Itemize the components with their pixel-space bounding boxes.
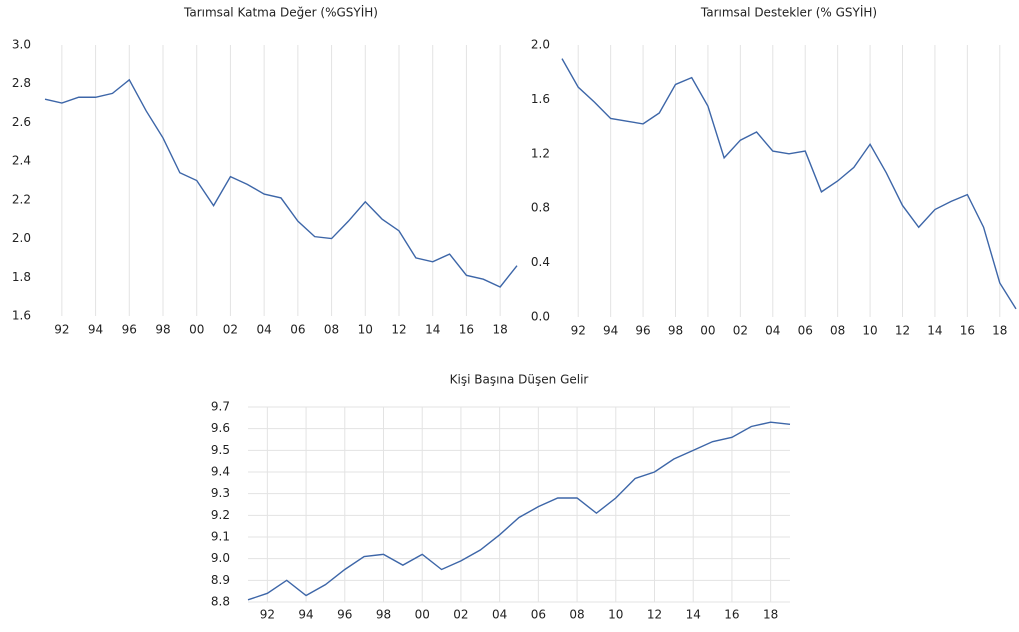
y-tick-label: 9.0	[211, 551, 230, 565]
x-tick-label: 06	[531, 608, 546, 622]
x-tick-label: 98	[376, 608, 391, 622]
x-tick-label: 00	[700, 324, 715, 338]
x-tick-label: 00	[189, 323, 204, 337]
x-tick-label: 94	[603, 324, 618, 338]
y-tick-label: 9.7	[211, 400, 230, 414]
line	[247, 421, 791, 601]
chart-title: Kişi Başına Düşen Gelir	[450, 373, 589, 387]
x-tick-label: 12	[647, 608, 662, 622]
y-tick-label: 1.2	[531, 146, 550, 160]
y-tick-label: 9.2	[211, 508, 230, 522]
y-tick-label: 0.8	[531, 201, 550, 215]
x-tick-label: 96	[635, 324, 650, 338]
y-tick-label: 9.1	[211, 530, 230, 544]
x-tick-label: 02	[733, 324, 748, 338]
x-tick-label: 96	[337, 608, 352, 622]
x-tick-label: 02	[223, 323, 238, 337]
y-tick-label: 2.8	[12, 76, 31, 90]
x-tick-label: 98	[155, 323, 170, 337]
x-tick-label: 16	[960, 324, 975, 338]
x-tick-label: 10	[608, 608, 623, 622]
x-tick-label: 14	[927, 324, 942, 338]
chart-title: Tarımsal Destekler (% GSYİH)	[700, 5, 877, 20]
x-tick-label: 02	[453, 608, 468, 622]
x-tick-label: 06	[798, 324, 813, 338]
line	[561, 58, 1017, 310]
x-tick-label: 96	[122, 323, 137, 337]
x-tick-label: 92	[571, 324, 586, 338]
y-tick-label: 8.9	[211, 573, 230, 587]
y-tick-label: 2.6	[12, 115, 31, 129]
x-tick-label: 16	[724, 608, 739, 622]
y-tick-label: 9.3	[211, 486, 230, 500]
x-tick-label: 18	[992, 324, 1007, 338]
y-tick-label: 3.0	[12, 38, 31, 52]
y-tick-label: 8.8	[211, 595, 230, 609]
x-tick-label: 18	[763, 608, 778, 622]
x-tick-label: 14	[425, 323, 440, 337]
y-tick-label: 2.0	[12, 231, 31, 245]
x-tick-label: 06	[290, 323, 305, 337]
x-tick-label: 00	[415, 608, 430, 622]
y-tick-label: 2.2	[12, 192, 31, 206]
x-tick-label: 08	[569, 608, 584, 622]
y-tick-label: 1.6	[531, 92, 550, 106]
x-tick-label: 10	[862, 324, 877, 338]
y-tick-label: 9.4	[211, 465, 230, 479]
x-tick-label: 04	[257, 323, 272, 337]
x-tick-label: 14	[686, 608, 701, 622]
y-tick-label: 2.4	[12, 154, 31, 168]
y-tick-label: 9.5	[211, 443, 230, 457]
x-tick-label: 16	[459, 323, 474, 337]
x-tick-label: 92	[260, 608, 275, 622]
x-tick-label: 18	[493, 323, 508, 337]
x-tick-label: 04	[492, 608, 507, 622]
x-tick-label: 08	[830, 324, 845, 338]
line	[44, 78, 518, 288]
x-tick-label: 98	[668, 324, 683, 338]
x-tick-label: 12	[391, 323, 406, 337]
x-tick-label: 94	[88, 323, 103, 337]
y-tick-label: 1.8	[12, 270, 31, 284]
x-tick-label: 04	[765, 324, 780, 338]
y-tick-label: 2.0	[531, 38, 550, 52]
x-tick-label: 92	[54, 323, 69, 337]
x-tick-label: 12	[895, 324, 910, 338]
x-tick-label: 94	[298, 608, 313, 622]
y-tick-label: 0.4	[531, 255, 550, 269]
x-tick-label: 08	[324, 323, 339, 337]
x-tick-label: 10	[358, 323, 373, 337]
y-tick-label: 9.6	[211, 421, 230, 435]
y-tick-label: 1.6	[12, 309, 31, 323]
chart-title: Tarımsal Katma Değer (%GSYİH)	[183, 5, 378, 20]
y-tick-label: 0.0	[531, 310, 550, 324]
